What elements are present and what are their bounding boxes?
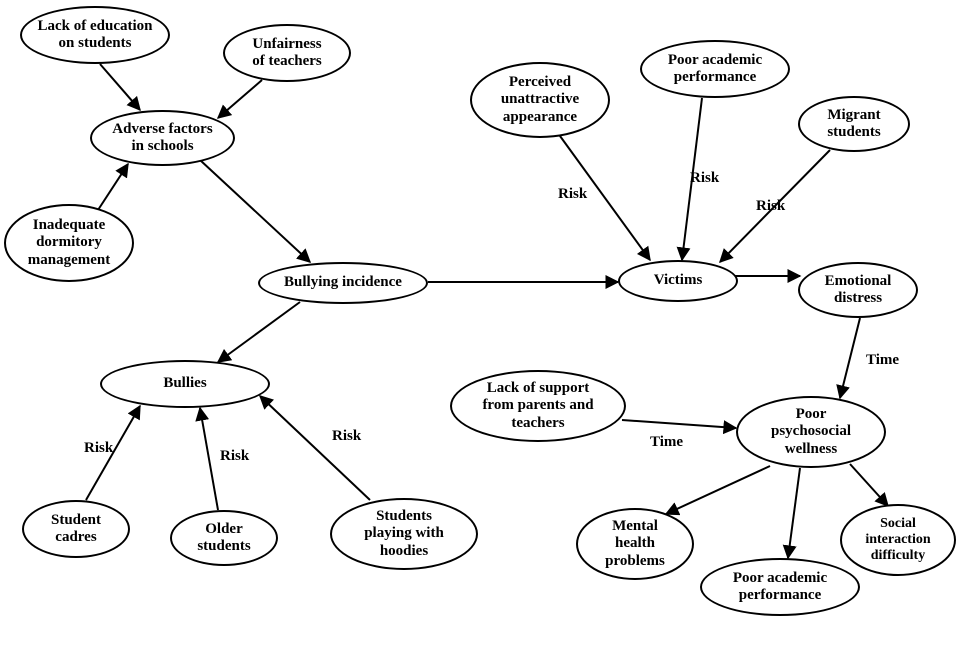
node-perceived: Perceivedunattractiveappearance [470,62,610,138]
node-label: Victims [654,272,703,289]
node-label: Poorpsychosocialwellness [771,406,851,458]
edge-poor_acad_top-victims [682,98,702,260]
node-mental: Mentalhealthproblems [576,508,694,580]
edge-adverse-bullying [200,160,310,262]
edge-lack_edu-adverse [100,64,140,110]
node-poor_acad_bot: Poor academicperformance [700,558,860,616]
node-label: Lack of educationon students [37,18,152,53]
node-label: Perceivedunattractiveappearance [501,74,579,126]
edge-older-bullies [200,408,218,510]
node-label: Socialinteractiondifficulty [865,516,930,564]
edge-wellness-social [850,464,888,506]
edge-label-migrant-victims: Risk [756,198,785,215]
node-support: Lack of supportfrom parents andteachers [450,370,626,442]
node-label: Unfairnessof teachers [252,36,322,71]
edge-perceived-victims [560,136,650,260]
edge-label-hoodies-bullies: Risk [332,428,361,445]
node-cadres: Studentcadres [22,500,130,558]
node-label: Studentcadres [51,512,101,547]
node-social: Socialinteractiondifficulty [840,504,956,576]
node-label: Bullies [163,375,206,392]
node-label: Poor academicperformance [668,52,762,87]
edge-hoodies-bullies [260,396,370,500]
node-poor_acad_top: Poor academicperformance [640,40,790,98]
edge-label-emotional-wellness: Time [866,352,899,369]
node-emotional: Emotionaldistress [798,262,918,318]
node-label: Emotionaldistress [825,273,892,308]
node-migrant: Migrantstudents [798,96,910,152]
node-hoodies: Studentsplaying withhoodies [330,498,478,570]
node-label: Mentalhealthproblems [605,518,665,570]
node-label: Lack of supportfrom parents andteachers [482,380,593,432]
node-bullies: Bullies [100,360,270,408]
node-label: Olderstudents [197,521,250,556]
node-wellness: Poorpsychosocialwellness [736,396,886,468]
node-label: Adverse factorsin schools [112,121,212,156]
edge-cadres-bullies [86,406,140,500]
node-dorm: Inadequatedormitorymanagement [4,204,134,282]
node-victims: Victims [618,260,738,302]
node-bullying: Bullying incidence [258,262,428,304]
node-unfairness: Unfairnessof teachers [223,24,351,82]
edge-unfairness-adverse [218,80,262,118]
node-lack_edu: Lack of educationon students [20,6,170,64]
edge-migrant-victims [720,150,830,262]
node-label: Migrantstudents [827,107,880,142]
node-adverse: Adverse factorsin schools [90,110,235,166]
edge-wellness-poor_acad_bot [788,468,800,558]
edge-wellness-mental [666,466,770,514]
node-older: Olderstudents [170,510,278,566]
edge-emotional-wellness [840,318,860,398]
edge-label-cadres-bullies: Risk [84,440,113,457]
node-label: Inadequatedormitorymanagement [28,217,111,269]
node-label: Studentsplaying withhoodies [364,508,444,560]
edge-support-wellness [622,420,736,428]
edge-label-older-bullies: Risk [220,448,249,465]
node-label: Bullying incidence [284,274,402,291]
edge-label-poor_acad_top-victims: Risk [690,170,719,187]
edge-label-perceived-victims: Risk [558,186,587,203]
node-label: Poor academicperformance [733,570,827,605]
edge-bullying-bullies [218,302,300,362]
edge-label-support-wellness: Time [650,434,683,451]
edge-dorm-adverse [98,164,128,210]
